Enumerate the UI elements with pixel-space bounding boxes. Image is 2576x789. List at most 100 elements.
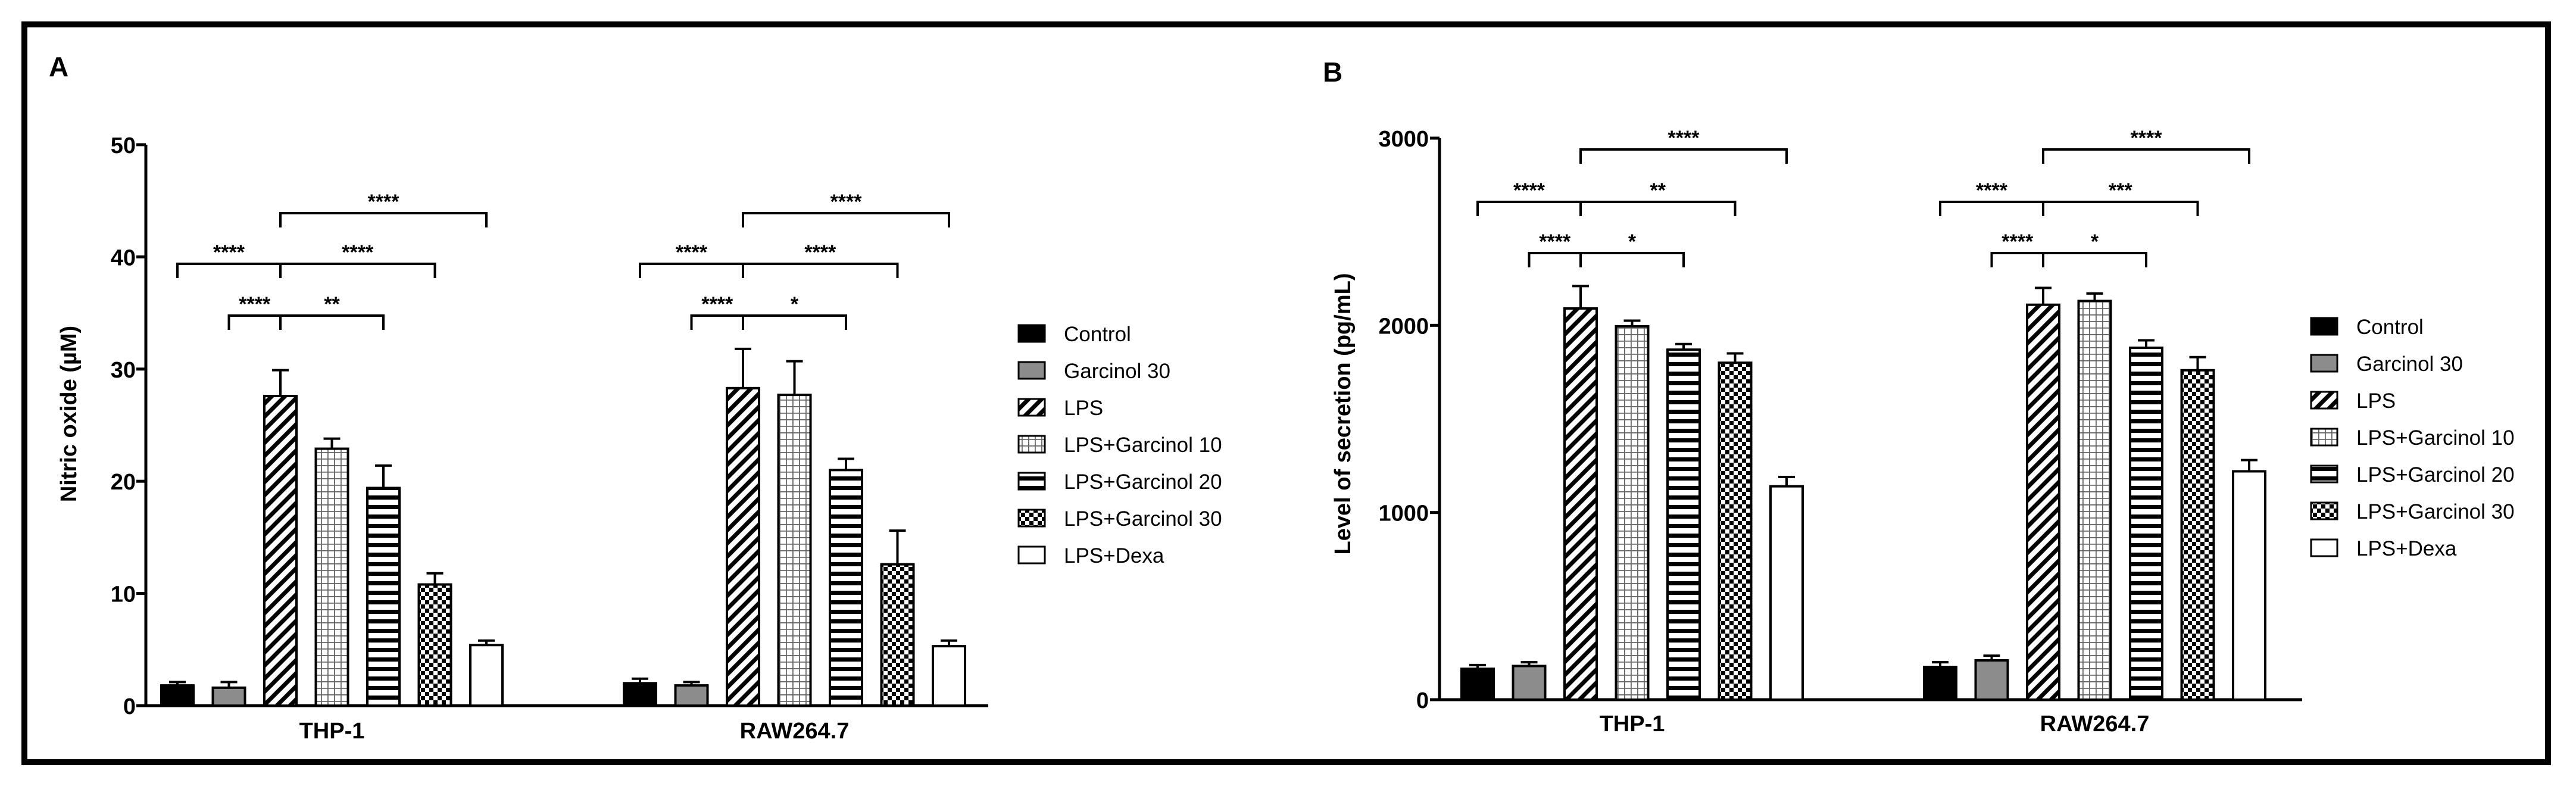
- panel-b-significance-label: ***: [2109, 179, 2132, 202]
- panel-b-y-axis-label: Level of secretion (pg/mL): [1331, 273, 1356, 555]
- panel-b-category-label-thp-1: THP-1: [1600, 712, 1665, 737]
- panel-b-y-tick-label: 2000: [1378, 314, 1429, 339]
- panel-b-significance-label: *: [2091, 230, 2099, 253]
- panel-b: B Level of secretion (pg/mL) 0 1000 2000 30…: [1323, 57, 2515, 737]
- panel-b-significance-bracket: [1476, 201, 1582, 216]
- panel-a-legend-label-lps-garcinol-10: LPS+Garcinol 10: [1064, 434, 1222, 457]
- panel-b-significance-bracket: [1579, 201, 1737, 216]
- panel-a-bar-thp-1-lps-garcinol-30: [417, 583, 452, 707]
- panel-a-significance-label: ****: [804, 241, 836, 264]
- panel-a-legend-swatch-lps-garcinol-30: [1017, 509, 1046, 528]
- panel-a-bar-thp-1-lps-garcinol-10: [314, 447, 349, 707]
- panel-a: A Nitric oxide (µM) 0 10 20 30 40 50 THP-1 RAW2…: [49, 51, 1222, 744]
- panel-a-legend-swatch-garcinol-30: [1017, 361, 1046, 380]
- panel-a-category-label-thp-1: THP-1: [299, 719, 365, 744]
- panel-a-significance-label: ****: [213, 241, 245, 264]
- panel-a-legend-swatch-lps-garcinol-10: [1017, 435, 1046, 454]
- panel-b-category-label-raw264-7: RAW264.7: [2040, 712, 2150, 737]
- panel-b-significance-bracket: [1579, 252, 1685, 267]
- panel-b-significance-bracket: [1939, 201, 2044, 216]
- panel-b-legend-label-lps-garcinol-30: LPS+Garcinol 30: [2356, 500, 2515, 523]
- panel-a-legend-swatch-control: [1017, 324, 1046, 343]
- panel-b-legend-swatch-lps-dexa: [2310, 538, 2338, 557]
- panel-b-bar-raw264-7-control: [1923, 665, 1957, 701]
- panel-a-significance-bracket: [742, 212, 950, 227]
- panel-b-significance-label: ****: [2002, 230, 2034, 253]
- panel-b-legend: Control Garcinol 30 LPS LPS+Garcinol 10 LPS+…: [2310, 316, 2515, 560]
- panel-a-significance-bracket: [690, 314, 744, 330]
- panel-b-bar-thp-1-lps-garcinol-10: [1615, 325, 1650, 701]
- panel-a-significance-bracket: [742, 314, 847, 330]
- panel-b-legend-label-lps-garcinol-10: LPS+Garcinol 10: [2356, 426, 2515, 450]
- panel-b-bar-thp-1-lps: [1563, 307, 1598, 701]
- panel-b-legend-label-garcinol-30: Garcinol 30: [2356, 353, 2463, 376]
- panel-a-legend-label-control: Control: [1064, 323, 1131, 346]
- panel-a-label: A: [49, 51, 68, 82]
- panel-b-bar-thp-1-lps-garcinol-30: [1718, 361, 1753, 701]
- panel-b-legend-swatch-lps-garcinol-10: [2310, 428, 2338, 447]
- panel-b-y-tick-label: 1000: [1378, 501, 1429, 526]
- panel-b-legend-swatch-lps-garcinol-20: [2310, 464, 2338, 484]
- panel-a-significance-label: *: [791, 293, 799, 316]
- panel-b-significance-bracket: [1990, 252, 2044, 267]
- panel-b-significance-bracket: [1579, 148, 1788, 164]
- panel-a-significance-bracket: [227, 314, 282, 330]
- panel-a-y-tick-label: 0: [123, 694, 136, 719]
- panel-a-legend-label-lps-dexa: LPS+Dexa: [1064, 544, 1164, 567]
- panel-b-significance-label: ****: [2131, 127, 2163, 149]
- panel-b-legend-swatch-lps: [2310, 391, 2338, 410]
- panel-a-y-tick-label: 10: [111, 582, 136, 607]
- panel-b-significance-label: *: [1628, 230, 1637, 253]
- panel-a-significance-label: ****: [239, 293, 271, 316]
- panel-b-bar-thp-1-control: [1460, 668, 1495, 701]
- panel-b-legend-label-lps-garcinol-20: LPS+Garcinol 20: [2356, 463, 2515, 487]
- panel-b-bar-raw264-7-garcinol-30: [1974, 659, 2009, 701]
- panel-a-significance-bracket: [176, 263, 282, 278]
- panel-b-significance-bracket: [1528, 252, 1582, 267]
- panel-b-y-tick-label: 3000: [1378, 127, 1429, 152]
- panel-a-bar-thp-1-lps: [263, 395, 298, 707]
- panel-a-category-label-raw264-7: RAW264.7: [740, 719, 850, 744]
- panel-b-bar-raw264-7-lps-garcinol-20: [2129, 347, 2163, 701]
- panel-a-y-axis-label: Nitric oxide (µM): [57, 326, 82, 502]
- panel-b-bar-raw264-7-lps-garcinol-10: [2077, 300, 2112, 701]
- panel-b-significance-label: **: [1650, 179, 1666, 202]
- panel-a-legend-swatch-lps-dexa: [1017, 545, 1046, 565]
- panel-b-significance-label: ****: [1976, 179, 2008, 202]
- panel-b-significance-bracket: [2042, 201, 2199, 216]
- panel-a-bar-raw264-7-lps-dexa: [932, 645, 966, 707]
- panel-b-bar-raw264-7-lps-garcinol-30: [2180, 369, 2215, 701]
- panel-a-bar-thp-1-garcinol-30: [211, 686, 246, 707]
- panel-b-legend-swatch-control: [2310, 317, 2338, 336]
- panel-a-y-tick-label: 30: [111, 358, 136, 383]
- panel-b-significance-bracket: [2042, 252, 2147, 267]
- panel-b-bar-raw264-7-lps: [2026, 303, 2060, 701]
- panel-b-significance-bracket: [2042, 148, 2250, 164]
- panel-a-significance-label: ****: [701, 293, 733, 316]
- panel-a-significance-label: ****: [342, 241, 374, 264]
- panel-a-legend-label-lps: LPS: [1064, 397, 1103, 420]
- panel-a-significance-label: ****: [830, 191, 863, 213]
- panel-b-bar-thp-1-lps-dexa: [1769, 485, 1804, 701]
- panel-a-legend: Control Garcinol 30 LPS LPS+Garcinol 10 LPS+…: [1017, 323, 1222, 567]
- panel-a-significance-label: ****: [676, 241, 708, 264]
- panel-b-legend-swatch-lps-garcinol-30: [2310, 501, 2338, 520]
- panel-a-significance-label: ****: [368, 191, 400, 213]
- panel-b-significance-label: ****: [1513, 179, 1545, 202]
- panel-b-legend-label-control: Control: [2356, 316, 2424, 339]
- panel-a-bar-thp-1-lps-dexa: [469, 644, 504, 707]
- panel-a-bar-raw264-7-lps-garcinol-10: [777, 394, 812, 707]
- panel-a-bar-raw264-7-control: [623, 682, 657, 707]
- panel-b-significance-label: ****: [1668, 127, 1700, 149]
- panel-a-significance-label: **: [324, 293, 340, 316]
- panel-a-bar-thp-1-lps-garcinol-20: [366, 487, 401, 707]
- panel-a-y-tick-label: 50: [111, 133, 136, 158]
- panel-a-legend-label-lps-garcinol-20: LPS+Garcinol 20: [1064, 470, 1222, 494]
- panel-a-y-tick-label: 20: [111, 470, 136, 495]
- panel-b-y-tick-label: 0: [1416, 688, 1429, 713]
- panel-a-bar-raw264-7-garcinol-30: [674, 684, 709, 707]
- panel-b-bar-thp-1-garcinol-30: [1512, 665, 1547, 701]
- panel-a-bar-thp-1-control: [160, 684, 195, 707]
- panel-a-y-tick-label: 40: [111, 245, 136, 270]
